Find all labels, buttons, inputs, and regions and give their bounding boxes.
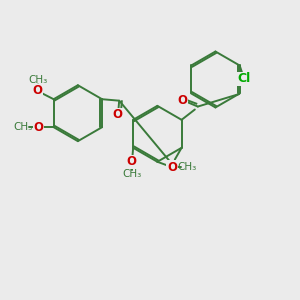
- Text: CH₃: CH₃: [28, 75, 48, 85]
- Text: O: O: [127, 155, 137, 168]
- Text: O: O: [33, 121, 43, 134]
- Text: O: O: [178, 94, 188, 106]
- Text: O: O: [32, 85, 42, 98]
- Text: CH₃: CH₃: [14, 122, 33, 132]
- Text: O: O: [167, 160, 177, 174]
- Text: CH₃: CH₃: [122, 169, 141, 179]
- Text: O: O: [113, 108, 123, 121]
- Text: Cl: Cl: [238, 72, 251, 85]
- Text: CH₃: CH₃: [177, 162, 196, 172]
